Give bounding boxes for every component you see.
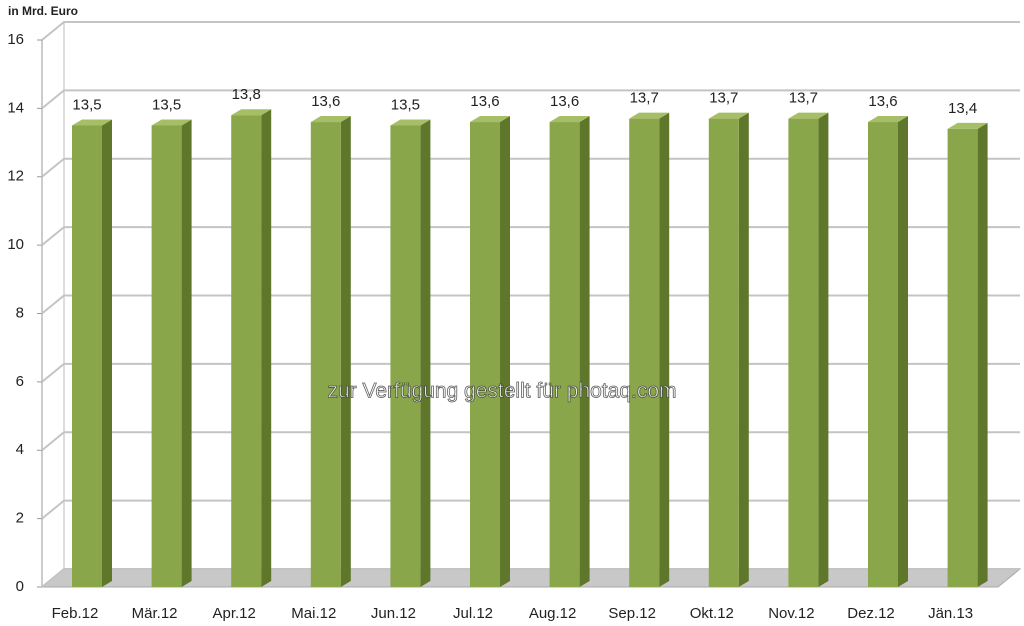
bar-side (500, 116, 510, 588)
bar-top (788, 112, 829, 119)
value-label: 13,7 (789, 90, 818, 107)
x-tick-label: Okt.12 (690, 605, 734, 622)
bar (549, 122, 580, 588)
grid-line (41, 21, 1020, 41)
y-tick-label: 8 (16, 304, 24, 321)
y-tick-label: 4 (16, 441, 24, 458)
bar-top (629, 112, 670, 119)
bar (708, 118, 739, 587)
value-label: 13,6 (868, 93, 897, 110)
value-label: 13,4 (948, 100, 977, 117)
y-tick-label: 12 (7, 168, 24, 185)
bar-top (72, 119, 112, 126)
bar-side (659, 112, 670, 587)
bar (868, 122, 898, 588)
bar-top (470, 116, 510, 123)
value-label: 13,6 (550, 93, 579, 110)
y-tick-label: 2 (16, 510, 24, 527)
bar-side (579, 116, 590, 588)
bar-side (102, 119, 112, 587)
value-label: 13,7 (630, 90, 659, 107)
bar-top (868, 116, 908, 123)
y-tick-label: 10 (7, 236, 24, 253)
bar (390, 125, 421, 587)
x-tick-label: Aug.12 (529, 605, 577, 622)
bar (470, 122, 500, 588)
bar (151, 125, 182, 587)
y-axis-label: in Mrd. Euro (8, 4, 78, 18)
y-tick-label: 6 (16, 373, 24, 390)
bar-top (708, 112, 749, 119)
bar-side (738, 112, 749, 587)
grid-line (41, 362, 1020, 383)
grid-line (41, 568, 1020, 588)
grid-line (41, 226, 1020, 246)
bar-top (390, 119, 431, 126)
bar-side (977, 122, 988, 587)
grid-line (41, 89, 1020, 110)
x-tick-label: Nov.12 (768, 605, 814, 622)
grid-line (41, 294, 1020, 315)
grid-line (41, 499, 1020, 520)
x-tick-label: Feb.12 (52, 605, 99, 622)
bar-side (181, 119, 192, 587)
value-label: 13,5 (391, 96, 420, 113)
value-label: 13,8 (232, 86, 261, 103)
bar (310, 122, 341, 588)
x-tick-label: Mai.12 (291, 605, 336, 622)
y-tick-label: 14 (7, 99, 24, 116)
bar-side (340, 116, 351, 588)
x-tick-label: Jul.12 (453, 605, 493, 622)
bar-side (420, 119, 431, 587)
x-tick-label: Sep.12 (608, 605, 656, 622)
bar-side (261, 109, 272, 588)
bar-top (231, 109, 272, 116)
bar (629, 118, 660, 587)
bar (231, 115, 262, 588)
watermark: zur Verfügung gestellt für photaq.com (327, 380, 676, 403)
grid-line (41, 157, 1020, 178)
bar-top (151, 119, 192, 126)
bar-top (947, 122, 988, 129)
x-tick-label: Dez.12 (847, 605, 895, 622)
bar (788, 118, 819, 587)
x-tick-label: Jun.12 (371, 605, 416, 622)
value-label: 13,6 (470, 93, 499, 110)
y-tick-label: 16 (7, 31, 24, 48)
value-label: 13,6 (311, 93, 340, 110)
value-label: 13,7 (709, 90, 738, 107)
bar-top (549, 116, 590, 123)
y-tick-label: 0 (16, 578, 24, 595)
x-tick-label: Apr.12 (213, 605, 256, 622)
bar (72, 125, 102, 587)
x-tick-label: Jän.13 (928, 605, 973, 622)
bar-side (818, 112, 829, 587)
grid-line (41, 431, 1020, 452)
bar (947, 128, 978, 587)
x-tick-label: Mär.12 (132, 605, 178, 622)
value-label: 13,5 (152, 96, 181, 113)
bar-top (310, 116, 351, 123)
value-label: 13,5 (72, 96, 101, 113)
bar-side (898, 116, 908, 588)
